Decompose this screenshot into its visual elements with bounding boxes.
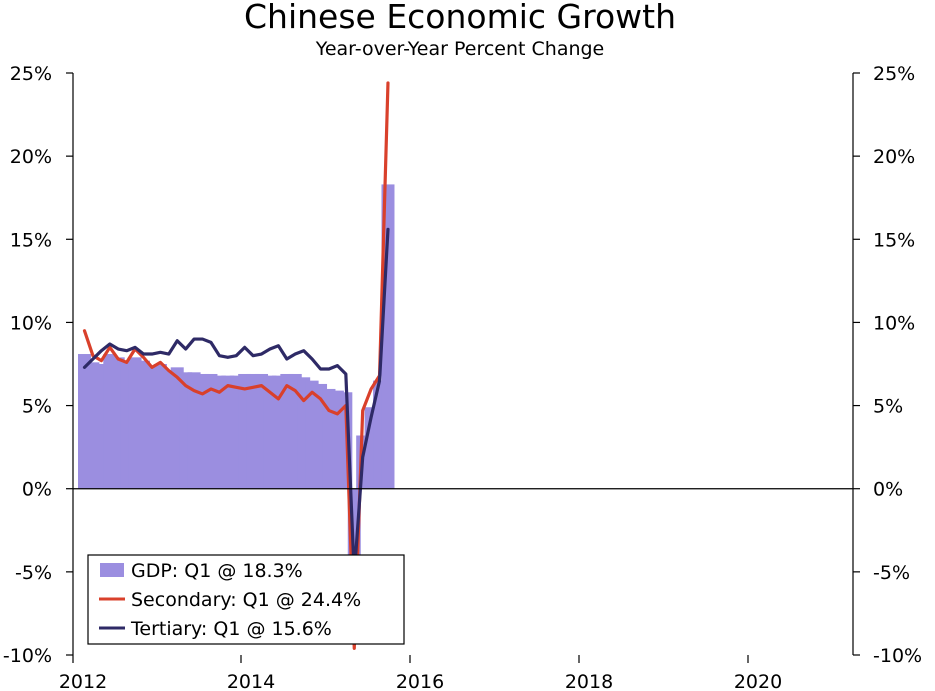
y-tick-label-right: -10%: [873, 645, 922, 667]
legend-gdp-label: GDP: Q1 @ 18.3%: [131, 560, 303, 582]
tick-labels: -10% -10% -5% -5% 0% 0% 5% 5% 10% 10% 15% 15% 20% 20%…: [3, 63, 922, 691]
x-tick-label: 2018: [565, 671, 613, 691]
series-lines: [82, 81, 390, 650]
gdp-bars: [78, 184, 395, 602]
axes: [66, 72, 860, 663]
y-tick-label-right: 25%: [873, 63, 915, 85]
x-tick-label: 2012: [59, 671, 107, 691]
legend: GDP: Q1 @ 18.3% Secondary: Q1 @ 24.4% Te…: [87, 554, 405, 645]
y-tick-label-left: 5%: [22, 396, 52, 418]
chart-title: Chinese Economic Growth: [244, 0, 676, 36]
y-tick-label-right: 20%: [873, 146, 915, 168]
y-tick-label-left: 15%: [10, 229, 52, 251]
y-tick-label-left: 0%: [22, 479, 52, 501]
y-tick-label-left: -5%: [15, 562, 52, 584]
x-tick-label: 2016: [396, 671, 444, 691]
x-tick-label: 2020: [734, 671, 782, 691]
y-tick-label-left: 25%: [10, 63, 52, 85]
x-tick-label: 2014: [227, 671, 275, 691]
legend-secondary-label: Secondary: Q1 @ 24.4%: [131, 589, 361, 611]
y-tick-label-right: 0%: [873, 479, 903, 501]
legend-tertiary-label: Tertiary: Q1 @ 15.6%: [130, 618, 332, 640]
legend-box: [87, 554, 405, 645]
y-tick-label-left: 20%: [10, 146, 52, 168]
y-tick-label-right: 10%: [873, 312, 915, 334]
chart-subtitle: Year-over-Year Percent Change: [315, 38, 605, 60]
legend-gdp-swatch: [100, 563, 124, 577]
y-tick-label-left: 10%: [10, 312, 52, 334]
y-tick-label-right: 5%: [873, 396, 903, 418]
y-tick-label-left: -10%: [3, 645, 52, 667]
y-tick-label-right: -5%: [873, 562, 910, 584]
y-tick-label-right: 15%: [873, 229, 915, 251]
tertiary-line: [82, 227, 390, 577]
